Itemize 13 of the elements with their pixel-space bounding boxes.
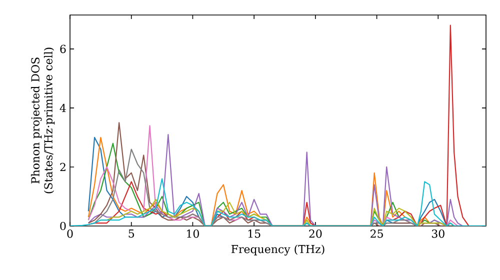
y-tick-label: 6 [60, 44, 66, 54]
x-tick-label: 15 [248, 230, 260, 238]
x-tick-label: 25 [370, 230, 383, 238]
x-tick-label: 5 [128, 230, 134, 238]
x-tick-label: 20 [309, 230, 322, 238]
y-tick-label: 0 [60, 222, 66, 230]
x-tick-label: 0 [67, 230, 73, 238]
x-tick-label: 10 [187, 230, 199, 238]
y-axis-title: Phonon projected DOS (States/THz·primitive cell) [30, 48, 55, 194]
y-tick-label: 2 [60, 162, 66, 172]
x-axis-title: Frequency (THz) [231, 244, 324, 256]
x-tick-label: 30 [432, 230, 444, 238]
y-tick-label: 4 [60, 104, 66, 112]
